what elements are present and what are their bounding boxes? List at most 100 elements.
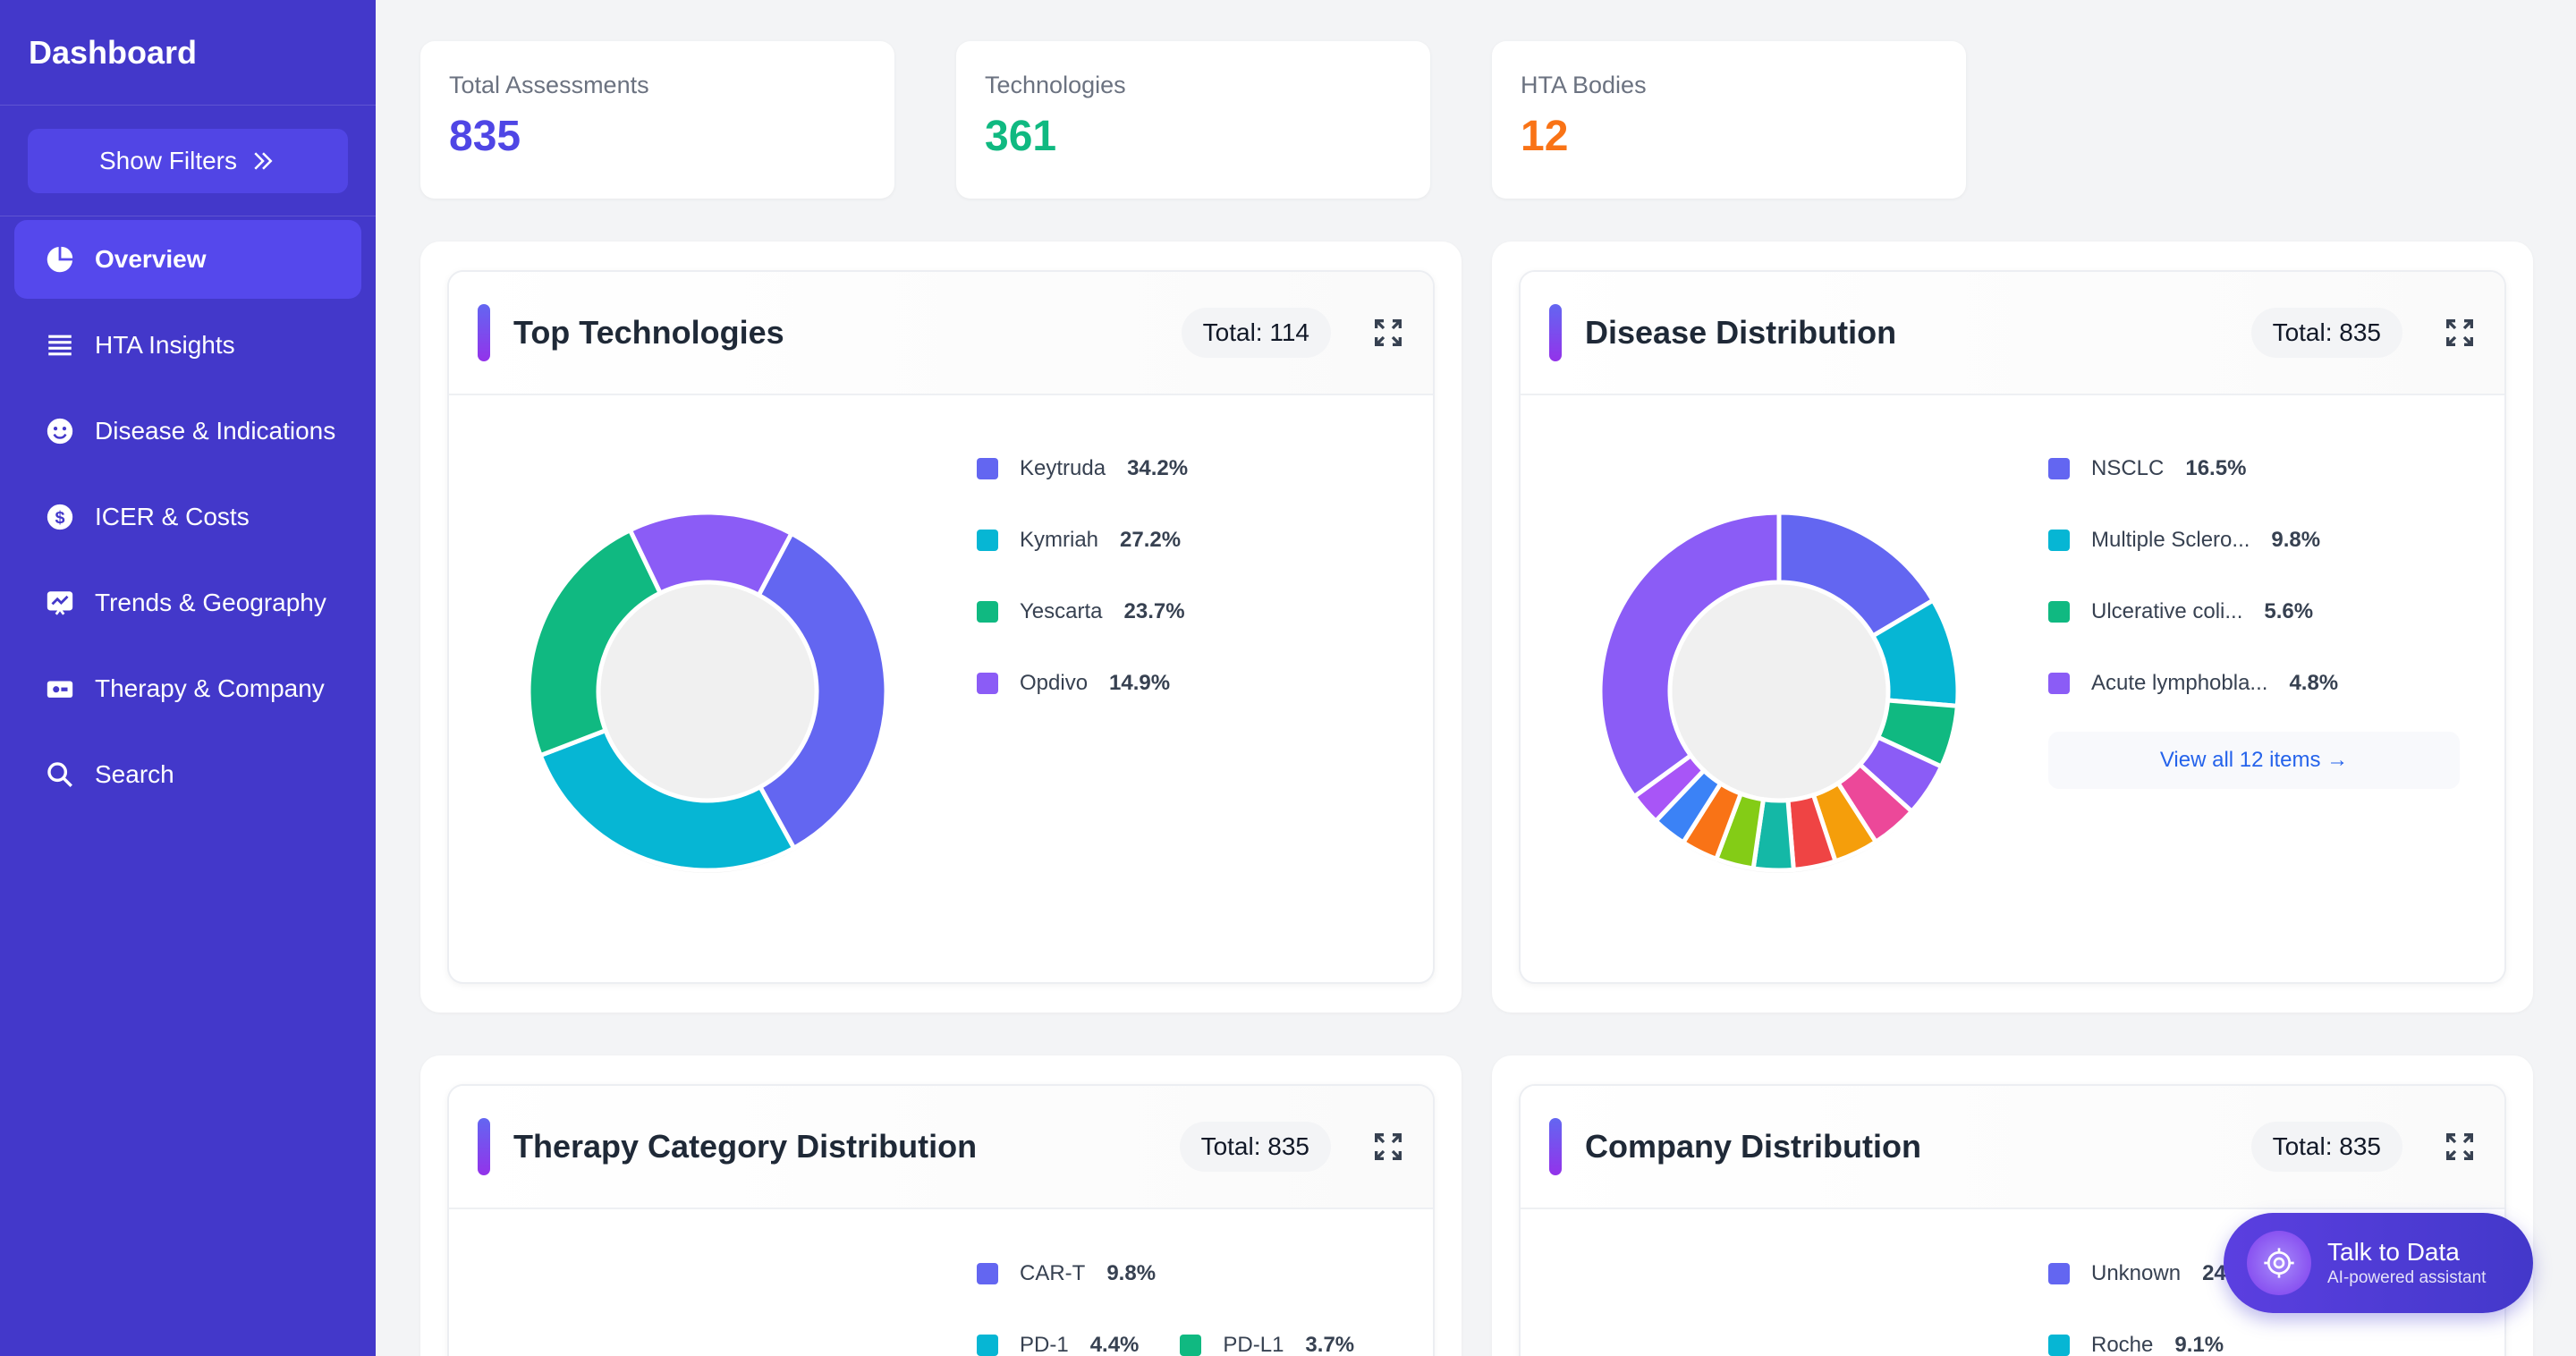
donut-slice[interactable]	[526, 527, 664, 759]
dollar-icon: $	[47, 504, 73, 530]
legend-label: CAR-T	[1020, 1261, 1086, 1285]
legend-item[interactable]: Keytruda 34.2%	[977, 433, 1188, 504]
legend-label: Multiple Sclero...	[2091, 528, 2250, 552]
talk-to-data-button[interactable]: Talk to Data AI-powered assistant	[2224, 1213, 2533, 1313]
legend-item[interactable]: Roche 9.1%	[2048, 1309, 2244, 1356]
legend-percent: 3.7%	[1305, 1333, 1355, 1356]
sidebar-item-icer-costs[interactable]: $ ICER & Costs	[14, 478, 361, 556]
donut-slice[interactable]	[1597, 510, 1782, 801]
stat-card-total-assessments: Total Assessments 835	[420, 41, 894, 199]
legend-percent: 34.2%	[1127, 456, 1189, 480]
sidebar-item-label: Search	[95, 760, 174, 788]
legend-swatch	[2048, 1335, 2070, 1356]
legend-percent: 5.6%	[2264, 599, 2314, 623]
legend-percent: 9.8%	[2271, 528, 2321, 552]
total-badge: Total: 114	[1181, 308, 1331, 358]
legend-percent: 4.8%	[2289, 671, 2339, 695]
talk-title: Talk to Data	[2327, 1238, 2460, 1266]
legend-item[interactable]: PD-1 4.4%	[977, 1333, 1139, 1356]
stat-card-hta-bodies: HTA Bodies 12	[1492, 41, 1966, 199]
legend-label: PD-1	[1020, 1333, 1069, 1356]
trend-chart-icon	[47, 591, 73, 615]
double-chevron-right-icon	[254, 151, 273, 170]
search-icon	[47, 762, 72, 787]
legend: Keytruda 34.2% Kymriah 27.2% Yescarta 23.7%…	[977, 433, 1188, 719]
sidebar-item-label: Disease & Indications	[95, 417, 336, 445]
donut-chart-therapy-category	[524, 1320, 891, 1356]
legend-label: NSCLC	[2091, 456, 2165, 480]
legend-label: PD-L1	[1223, 1333, 1284, 1356]
donut-slice[interactable]	[538, 727, 797, 873]
expand-icon[interactable]	[2442, 315, 2478, 351]
sidebar-item-disease[interactable]: Disease & Indications	[14, 392, 361, 470]
legend: Unknown 24... Roche 9.1%	[2048, 1238, 2244, 1356]
donut-chart-top-technologies	[526, 510, 889, 873]
legend-item[interactable]: Acute lymphobla... 4.8%	[2048, 648, 2460, 719]
legend-swatch	[977, 673, 998, 694]
legend-item[interactable]: Multiple Sclero... 9.8%	[2048, 504, 2460, 576]
stat-value: 12	[1521, 113, 1569, 160]
sidebar-item-label: Overview	[95, 245, 207, 273]
sidebar-item-trends[interactable]: Trends & Geography	[14, 564, 361, 642]
legend: NSCLC 16.5% Multiple Sclero... 9.8% Ulcera…	[2048, 433, 2460, 789]
legend-item[interactable]: PD-L1 3.7%	[1180, 1333, 1354, 1356]
legend-percent: 9.1%	[2174, 1333, 2224, 1356]
card-title: Company Distribution	[1585, 1128, 1921, 1165]
legend-swatch	[2048, 673, 2070, 694]
donut-slice[interactable]	[755, 530, 889, 852]
legend-item[interactable]: Yescarta 23.7%	[977, 576, 1188, 648]
stat-label: HTA Bodies	[1521, 72, 1647, 98]
sidebar-item-label: HTA Insights	[95, 331, 235, 359]
stat-value: 835	[449, 113, 521, 160]
sidebar-item-search[interactable]: Search	[14, 735, 361, 814]
title-accent	[478, 304, 490, 361]
talk-subtitle: AI-powered assistant	[2327, 1268, 2487, 1287]
stat-value: 361	[985, 113, 1057, 160]
legend-swatch	[977, 458, 998, 479]
legend-item[interactable]: NSCLC 16.5%	[2048, 433, 2460, 504]
legend-label: Opdivo	[1020, 671, 1089, 695]
stat-label: Technologies	[985, 72, 1126, 98]
card-title: Top Technologies	[513, 314, 784, 351]
legend-swatch	[977, 1335, 998, 1356]
donut-chart-disease-distribution	[1597, 510, 1961, 873]
card-icon	[47, 681, 73, 698]
view-all-button[interactable]: View all 12 items →	[2048, 732, 2460, 789]
legend-label: Yescarta	[1020, 599, 1103, 623]
legend-item[interactable]: Unknown 24...	[2048, 1238, 2244, 1309]
donut-chart-company-distribution	[1596, 1320, 1962, 1356]
legend-swatch	[1180, 1335, 1202, 1356]
legend-percent: 27.2%	[1120, 528, 1182, 552]
sidebar: Dashboard Show Filters Overview HTA Insi…	[0, 0, 376, 1356]
pie-chart-icon	[47, 246, 73, 273]
legend-swatch	[977, 1263, 998, 1284]
legend-item[interactable]: Kymriah 27.2%	[977, 504, 1188, 576]
legend-item[interactable]: CAR-T 9.8%	[977, 1238, 1354, 1309]
legend-percent: 16.5%	[2185, 456, 2247, 480]
legend-label: Keytruda	[1020, 456, 1106, 480]
show-filters-label: Show Filters	[98, 146, 238, 174]
legend-percent: 4.4%	[1089, 1333, 1140, 1356]
sidebar-item-therapy-company[interactable]: Therapy & Company	[14, 649, 361, 728]
card-top-technologies: Top Technologies Total: 114 Keytruda 34.2…	[447, 270, 1435, 984]
title-accent	[1549, 1118, 1562, 1175]
legend-swatch	[977, 530, 998, 551]
legend-swatch	[977, 601, 998, 623]
expand-icon[interactable]	[2442, 1129, 2478, 1165]
show-filters-button[interactable]: Show Filters	[28, 128, 348, 193]
legend-label: Roche	[2091, 1333, 2154, 1356]
stat-card-technologies: Technologies 361	[956, 41, 1430, 199]
expand-icon[interactable]	[1370, 1129, 1406, 1165]
sidebar-item-hta-insights[interactable]: HTA Insights	[14, 306, 361, 385]
legend-item[interactable]: Opdivo 14.9%	[977, 648, 1188, 719]
legend-percent: 9.8%	[1106, 1261, 1157, 1285]
legend-swatch	[2048, 1263, 2070, 1284]
legend-swatch	[2048, 601, 2070, 623]
legend-item[interactable]: Ulcerative coli... 5.6%	[2048, 576, 2460, 648]
face-icon	[47, 418, 73, 445]
donut-slice[interactable]	[627, 510, 795, 598]
expand-icon[interactable]	[1370, 315, 1406, 351]
card-title: Therapy Category Distribution	[513, 1128, 978, 1165]
legend-swatch	[2048, 530, 2070, 551]
sidebar-item-overview[interactable]: Overview	[14, 220, 361, 299]
